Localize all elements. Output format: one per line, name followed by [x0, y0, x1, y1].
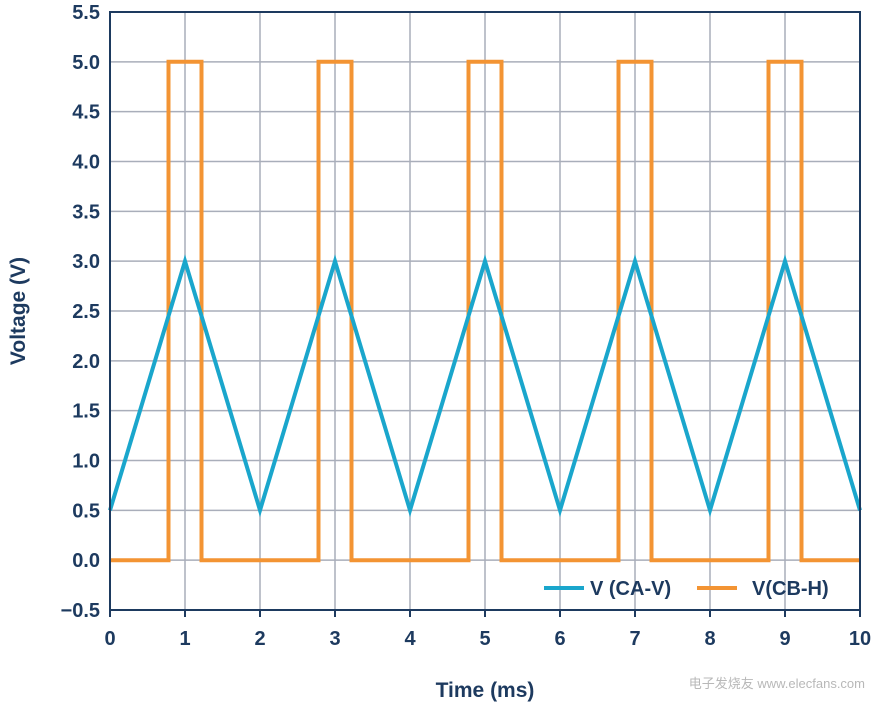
- y-tick-label: 4.5: [72, 102, 100, 124]
- y-axis-title: Voltage (V): [7, 257, 30, 365]
- x-tick-label: 10: [849, 628, 871, 650]
- x-tick-label: 7: [629, 628, 640, 650]
- y-tick-label: 1.5: [72, 401, 100, 423]
- x-tick-label: 9: [779, 628, 790, 650]
- y-tick-label: 0.0: [72, 550, 100, 572]
- grid: [110, 12, 860, 610]
- x-axis-title: Time (ms): [436, 679, 535, 702]
- y-tick-label: 5.0: [72, 52, 100, 74]
- x-tick-label: 6: [554, 628, 565, 650]
- series-line-0: [108, 254, 862, 518]
- x-tick-label: 5: [479, 628, 490, 650]
- y-tick-label: 2.0: [72, 351, 100, 373]
- legend-label: V (CA-V): [590, 578, 671, 600]
- x-tick-label: 0: [104, 628, 115, 650]
- y-tick-label: 2.5: [72, 301, 100, 323]
- legend: V (CA-V) V(CB-H): [544, 578, 829, 600]
- y-tick-label: 4.0: [72, 152, 100, 174]
- tick-labels: 0 1 2 3 4 5 6 7 8 9 10 −0.5 0.0 0.5 1.0 1.5 2.0 2.5 3.0 3.5…: [61, 2, 872, 650]
- x-tick-label: 8: [704, 628, 715, 650]
- x-tick-label: 3: [329, 628, 340, 650]
- y-tick-label: 3.0: [72, 251, 100, 273]
- x-tick-label: 2: [254, 628, 265, 650]
- y-tick-label: 3.5: [72, 201, 100, 223]
- series-layer: [108, 59, 862, 563]
- x-tick-label: 4: [404, 628, 416, 650]
- legend-label: V(CB-H): [752, 578, 829, 600]
- x-tick-label: 1: [179, 628, 190, 650]
- y-tick-label: −0.5: [61, 600, 100, 622]
- y-tick-label: 1.0: [72, 451, 100, 473]
- y-tick-label: 5.5: [72, 2, 100, 24]
- y-tick-label: 0.5: [72, 500, 100, 522]
- watermark: 电子发烧友 www.elecfans.com: [688, 676, 865, 691]
